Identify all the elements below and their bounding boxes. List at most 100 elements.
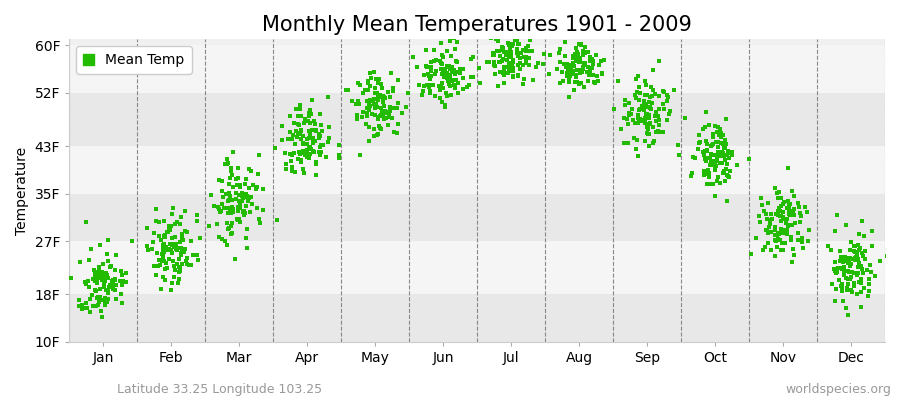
Point: [828, 298, 842, 304]
Point: [180, 261, 194, 268]
Point: [370, 116, 384, 122]
Point: [500, 52, 514, 58]
Point: [89, 288, 104, 294]
Point: [497, 68, 511, 74]
Point: [162, 224, 176, 231]
Point: [509, 49, 524, 56]
Point: [363, 70, 377, 76]
Point: [742, 156, 756, 162]
Point: [163, 241, 177, 247]
Point: [221, 226, 236, 232]
Point: [841, 276, 855, 282]
Point: [215, 200, 230, 207]
Point: [106, 279, 121, 286]
Point: [449, 58, 464, 65]
Point: [107, 266, 122, 273]
Point: [424, 64, 438, 71]
Point: [424, 59, 438, 66]
Point: [158, 232, 173, 238]
Point: [530, 60, 544, 66]
Point: [512, 40, 526, 47]
Point: [212, 206, 226, 213]
Point: [554, 69, 569, 75]
Point: [637, 115, 652, 122]
Point: [701, 122, 716, 129]
Point: [787, 211, 801, 218]
Point: [140, 224, 155, 231]
Point: [438, 104, 453, 110]
Point: [562, 79, 577, 85]
Point: [382, 103, 397, 110]
Point: [91, 294, 105, 301]
Point: [274, 137, 289, 143]
Point: [288, 141, 302, 147]
Point: [626, 116, 640, 123]
Point: [858, 248, 872, 255]
Point: [309, 160, 323, 167]
Point: [703, 155, 717, 161]
Point: [572, 81, 586, 88]
Point: [702, 170, 716, 176]
Point: [560, 70, 574, 76]
Point: [581, 72, 596, 78]
Point: [518, 53, 532, 60]
Point: [383, 70, 398, 76]
Point: [850, 270, 865, 276]
Point: [719, 172, 733, 178]
Point: [89, 274, 104, 281]
Point: [105, 278, 120, 284]
Point: [556, 60, 571, 67]
Point: [686, 154, 700, 160]
Point: [399, 104, 413, 110]
Point: [106, 277, 121, 283]
Point: [248, 186, 263, 192]
Point: [637, 102, 652, 108]
Point: [784, 234, 798, 240]
Point: [90, 280, 104, 286]
Point: [778, 216, 793, 222]
Point: [611, 78, 625, 84]
Point: [447, 70, 462, 77]
Point: [850, 272, 865, 278]
Point: [190, 212, 204, 218]
Point: [464, 56, 479, 62]
Point: [374, 105, 388, 112]
Point: [562, 67, 576, 74]
Point: [567, 79, 581, 85]
Point: [517, 76, 531, 82]
Point: [721, 173, 735, 180]
Point: [780, 231, 795, 238]
Point: [218, 161, 232, 167]
Point: [99, 298, 113, 304]
Point: [367, 105, 382, 112]
Point: [237, 212, 251, 218]
Point: [722, 174, 736, 180]
Point: [783, 208, 797, 215]
Point: [716, 141, 730, 148]
Point: [586, 72, 600, 78]
Point: [154, 237, 168, 244]
Point: [837, 264, 851, 270]
Point: [441, 64, 455, 70]
Point: [444, 92, 458, 98]
Point: [456, 34, 471, 40]
Point: [626, 135, 641, 142]
Point: [220, 156, 234, 163]
Point: [614, 126, 628, 132]
Point: [163, 227, 177, 233]
Point: [292, 148, 306, 155]
Point: [760, 200, 775, 207]
Point: [141, 247, 156, 254]
Point: [160, 265, 175, 272]
Point: [119, 270, 133, 276]
Point: [175, 247, 189, 253]
Point: [451, 90, 465, 96]
Point: [440, 74, 454, 81]
Bar: [69, 45, 885, 93]
Point: [629, 76, 643, 82]
Point: [497, 64, 511, 71]
Point: [252, 216, 266, 222]
Point: [791, 230, 806, 236]
Point: [595, 71, 609, 78]
Point: [513, 60, 527, 66]
